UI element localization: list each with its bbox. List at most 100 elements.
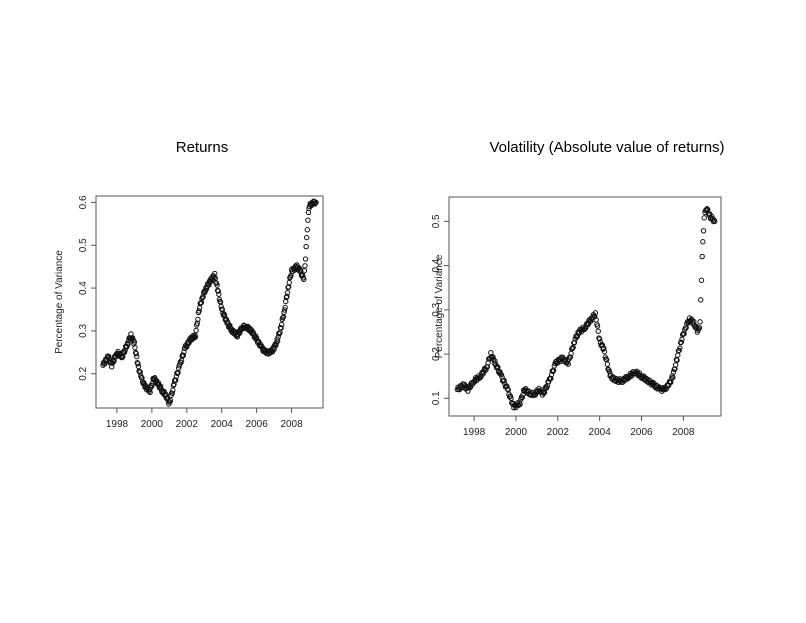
data-point xyxy=(194,320,200,326)
data-point xyxy=(672,362,679,368)
data-point xyxy=(214,282,220,288)
data-point xyxy=(700,239,706,245)
data-point xyxy=(219,306,226,312)
y-axis-label: Percentage of Variance xyxy=(54,250,65,354)
data-point xyxy=(494,363,500,370)
data-point xyxy=(196,305,203,311)
data-point xyxy=(301,268,308,274)
data-point xyxy=(215,288,221,294)
data-point xyxy=(674,357,680,363)
data-point xyxy=(483,367,489,373)
data-point xyxy=(677,345,683,351)
data-point xyxy=(302,256,309,262)
data-point xyxy=(305,217,311,223)
data-point xyxy=(193,327,199,334)
data-point xyxy=(281,307,288,313)
data-point xyxy=(569,345,576,351)
data-point xyxy=(670,374,676,381)
x-tick-label: 2008 xyxy=(280,419,303,430)
data-point xyxy=(250,329,256,335)
plot-frame xyxy=(448,196,722,417)
data-point xyxy=(135,361,141,367)
data-point xyxy=(303,243,309,250)
data-point xyxy=(698,277,705,284)
y-tick-label: 0.3 xyxy=(431,302,442,316)
data-point xyxy=(696,325,703,331)
data-point xyxy=(313,199,319,206)
data-point xyxy=(304,234,310,241)
data-point xyxy=(571,339,578,346)
data-point xyxy=(704,206,710,212)
x-tick-label: 2004 xyxy=(211,419,234,430)
data-point xyxy=(517,401,523,407)
data-point xyxy=(169,390,175,396)
x-tick-label: 2000 xyxy=(141,419,164,430)
data-point xyxy=(282,304,288,311)
y-tick-label: 0.2 xyxy=(431,347,442,361)
data-point xyxy=(224,318,231,325)
data-point xyxy=(497,371,504,377)
data-point xyxy=(213,279,219,286)
y-axis-label: Percentage of Variance xyxy=(434,254,445,358)
y-tick-label: 0.5 xyxy=(431,214,442,228)
data-point xyxy=(180,352,187,359)
data-point xyxy=(131,339,138,345)
data-point xyxy=(592,310,599,316)
data-point xyxy=(284,289,291,296)
data-point xyxy=(569,346,575,352)
data-point xyxy=(125,341,131,347)
data-point xyxy=(565,361,571,367)
data-point xyxy=(500,378,507,384)
y-tick-label: 0.4 xyxy=(78,281,89,295)
data-point xyxy=(701,215,707,221)
data-point xyxy=(106,353,112,360)
data-point xyxy=(506,394,513,400)
y-tick-label: 0.3 xyxy=(78,324,89,338)
data-point xyxy=(700,228,707,234)
data-point xyxy=(699,253,705,260)
data-point xyxy=(541,390,547,396)
data-point xyxy=(594,323,601,329)
chart-volatility: 1998 2000 2002 2004 2006 2008 0.1 0.2 0.3 0.4 0.5 P… xyxy=(431,196,722,438)
data-point xyxy=(178,359,184,366)
data-point xyxy=(192,334,199,340)
chart-title-returns: Returns xyxy=(175,139,229,156)
data-point xyxy=(519,394,525,401)
data-point xyxy=(234,334,241,340)
data-point xyxy=(601,348,608,355)
data-point xyxy=(548,371,555,378)
y-tick-label: 0.5 xyxy=(78,238,89,252)
x-tick-label: 2006 xyxy=(630,427,653,438)
data-point xyxy=(216,291,222,297)
x-tick-label: 2002 xyxy=(176,419,199,430)
data-point xyxy=(670,369,677,375)
data-point xyxy=(133,351,139,357)
y-tick-label: 0.1 xyxy=(431,391,442,405)
data-point xyxy=(697,319,703,325)
data-point xyxy=(196,308,202,314)
data-point xyxy=(247,326,253,332)
data-point xyxy=(217,298,223,305)
data-point xyxy=(301,276,307,283)
x-tick-label: 2000 xyxy=(505,427,528,438)
chart-title-volatility: Volatility (Absolute value of returns) xyxy=(489,139,725,156)
data-point xyxy=(284,293,290,300)
data-point xyxy=(596,336,603,342)
data-point xyxy=(501,377,507,384)
data-point xyxy=(595,328,601,334)
data-point xyxy=(109,364,115,370)
data-point xyxy=(675,352,681,358)
data-point xyxy=(167,397,174,404)
data-point xyxy=(504,386,511,392)
y-tick-label: 0.6 xyxy=(78,195,89,209)
data-point xyxy=(492,358,498,364)
data-point xyxy=(173,377,179,383)
y-tick-label: 0.4 xyxy=(431,258,442,272)
x-tick-label: 2004 xyxy=(589,427,612,438)
data-point xyxy=(604,361,611,367)
data-point xyxy=(678,339,684,345)
data-point xyxy=(124,344,130,350)
data-point xyxy=(218,303,224,310)
data-point xyxy=(132,344,138,351)
